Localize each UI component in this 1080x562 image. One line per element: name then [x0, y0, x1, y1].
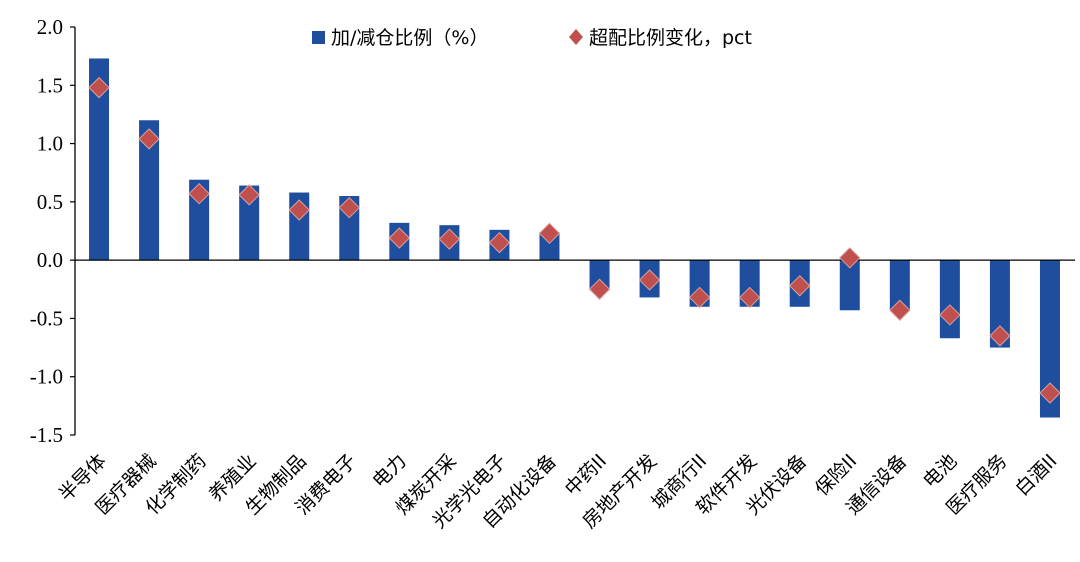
diamond-marker — [288, 199, 310, 221]
y-tick-label: 2.0 — [37, 15, 63, 39]
legend-diamond-label: 超配比例变化，pct — [589, 27, 752, 49]
diamond-marker — [188, 182, 210, 205]
bar — [989, 260, 1010, 348]
diamond-marker — [688, 286, 711, 309]
diamond-marker — [939, 304, 961, 326]
bar — [189, 179, 210, 261]
diamond-marker — [438, 228, 461, 250]
diamond-marker — [989, 325, 1011, 347]
diamond-marker — [588, 278, 611, 300]
bars — [89, 58, 1060, 418]
y-tick-label: -1.5 — [30, 423, 63, 447]
diamond-marker — [638, 269, 661, 291]
legend: 加/减仓比例（%） 超配比例变化，pct — [312, 27, 752, 49]
diamond-marker — [839, 247, 861, 269]
y-tick-label: -1.0 — [30, 365, 63, 389]
bar — [889, 260, 910, 311]
bar — [539, 232, 560, 261]
diamond-marker — [738, 286, 761, 309]
legend-diamond-swatch — [569, 29, 583, 45]
x-category-label: 白酒II — [1011, 450, 1061, 500]
bar — [89, 58, 110, 261]
diamond-marker — [88, 76, 110, 99]
diamond-marker — [338, 196, 360, 219]
diamond-marker — [488, 231, 511, 254]
diamond-marker — [238, 184, 260, 206]
bar — [1039, 260, 1060, 418]
y-axis: 2.0 1.5 1.0 0.5 0.0 -0.5 -1.0 -1.5 — [30, 15, 76, 447]
diamond-marker — [138, 128, 160, 150]
bar — [589, 260, 610, 290]
bar — [939, 260, 960, 339]
legend-bar-label: 加/减仓比例（%） — [331, 27, 488, 49]
x-category-label: 电池 — [919, 450, 961, 492]
y-tick-label: 0.0 — [37, 248, 63, 272]
diamond-marker — [388, 227, 411, 249]
legend-bar-swatch — [312, 31, 325, 44]
y-tick-label: 0.5 — [37, 190, 63, 214]
diamond-markers — [88, 76, 1061, 404]
y-tick-label: 1.0 — [37, 132, 63, 156]
y-tick-label: -0.5 — [30, 306, 63, 330]
y-tick-label: 1.5 — [37, 73, 63, 97]
x-category-label: 电力 — [368, 450, 410, 492]
bar — [139, 120, 160, 261]
diamond-marker — [1039, 382, 1061, 404]
diamond-marker — [889, 299, 911, 321]
bar — [839, 260, 860, 311]
diamond-marker — [789, 275, 811, 297]
bar — [239, 185, 260, 261]
diamond-marker — [538, 222, 561, 245]
